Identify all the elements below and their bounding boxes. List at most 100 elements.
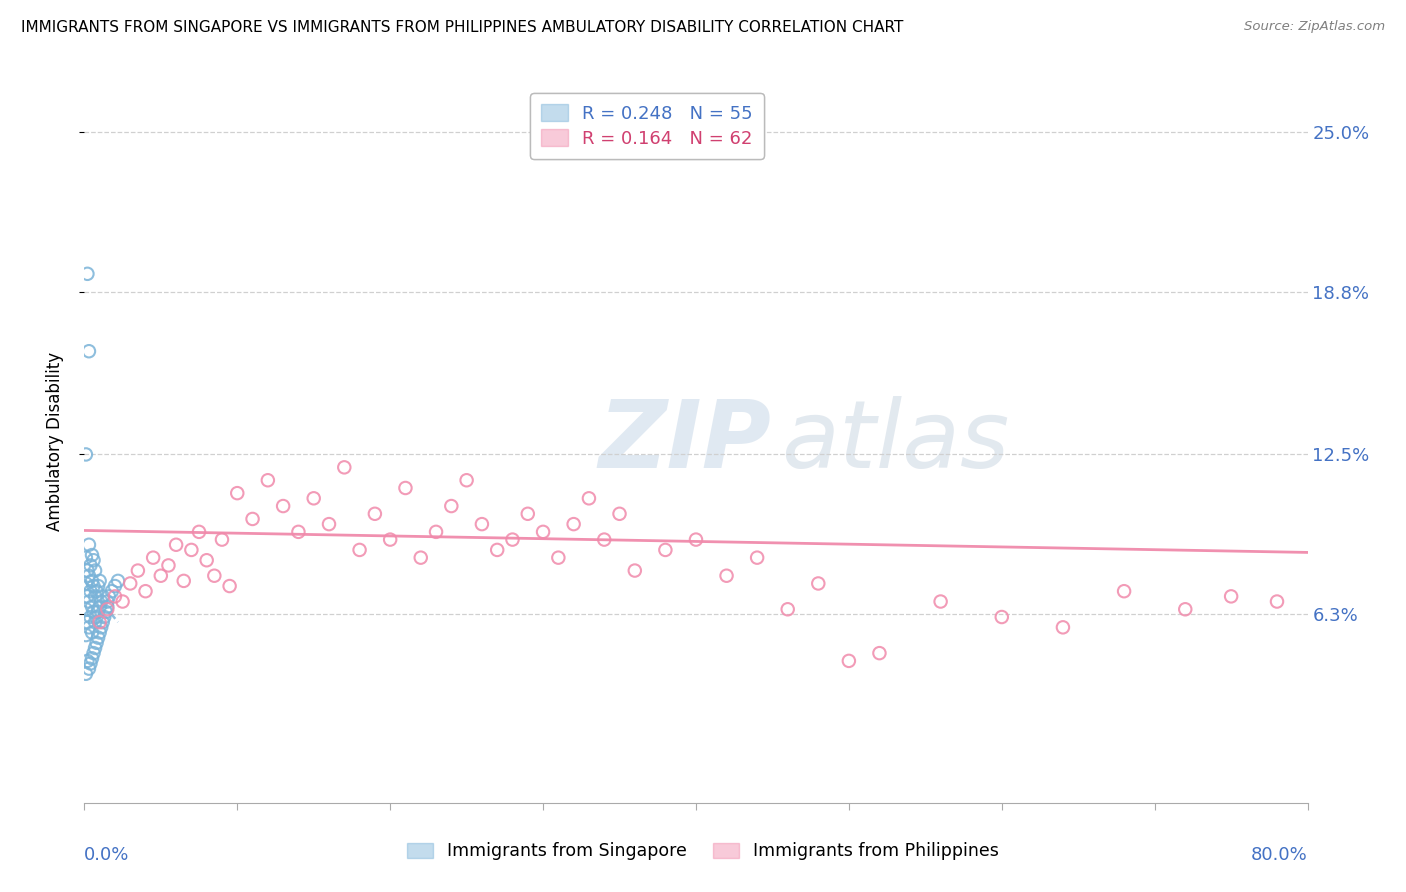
Legend: R = 0.248   N = 55, R = 0.164   N = 62: R = 0.248 N = 55, R = 0.164 N = 62 [530,93,763,159]
Point [77,620,100,634]
Legend: Immigrants from Singapore, Immigrants from Philippines: Immigrants from Singapore, Immigrants fr… [401,836,1005,867]
Point [104,590,127,604]
Point [75,576,97,591]
Point [93,610,115,624]
Point [440,499,463,513]
Point [79,657,101,671]
Point [211,533,233,547]
Point [271,499,294,513]
Point [75,628,97,642]
Point [349,542,371,557]
Point [180,542,202,557]
Point [394,481,416,495]
Point [80,625,103,640]
Point [75,666,97,681]
Point [83,579,105,593]
Point [135,584,157,599]
Point [120,576,142,591]
Point [318,517,340,532]
Point [747,550,769,565]
Point [86,584,108,599]
Point [79,610,101,624]
Point [1220,590,1243,604]
Point [173,574,195,588]
Point [1265,594,1288,608]
Point [91,590,114,604]
Point [471,517,494,532]
Point [76,267,98,281]
Point [188,524,211,539]
Point [302,491,325,506]
Point [578,491,600,506]
Point [107,574,129,588]
Point [89,625,111,640]
Point [79,584,101,599]
Point [838,654,860,668]
Point [609,507,631,521]
Point [593,533,616,547]
Point [333,460,356,475]
Point [807,576,830,591]
Point [77,344,100,359]
Point [531,524,554,539]
Point [87,579,110,593]
Point [516,507,538,521]
Point [202,568,225,582]
Point [76,564,98,578]
Point [91,615,114,630]
Point [80,548,103,562]
Point [89,615,111,630]
Point [75,550,97,565]
Point [287,524,309,539]
Point [486,542,509,557]
Point [77,538,100,552]
Point [242,512,264,526]
Point [76,654,98,668]
Point [89,599,111,614]
Point [1114,584,1136,599]
Point [562,517,585,532]
Text: IMMIGRANTS FROM SINGAPORE VS IMMIGRANTS FROM PHILIPPINES AMBULATORY DISABILITY C: IMMIGRANTS FROM SINGAPORE VS IMMIGRANTS … [21,20,904,35]
Point [77,594,100,608]
Point [84,590,107,604]
Point [425,524,447,539]
Y-axis label: Ambulatory Disability: Ambulatory Disability [45,352,63,531]
Point [685,533,707,547]
Point [84,615,107,630]
Point [104,579,127,593]
Text: 80.0%: 80.0% [1251,847,1308,864]
Point [502,533,524,547]
Point [77,568,100,582]
Point [76,615,98,630]
Point [364,507,387,521]
Point [83,646,105,660]
Point [89,574,111,588]
Point [624,564,647,578]
Point [776,61,799,75]
Point [380,533,402,547]
Point [929,594,952,608]
Point [257,473,280,487]
Point [226,486,249,500]
Point [409,550,432,565]
Point [90,594,112,608]
Point [83,553,105,567]
Point [96,599,118,614]
Point [142,550,165,565]
Point [96,594,118,608]
Text: atlas: atlas [782,396,1010,487]
Point [456,473,478,487]
Point [75,602,97,616]
Point [991,610,1014,624]
Point [75,447,97,461]
Point [80,574,103,588]
Text: ZIP: ZIP [598,395,770,488]
Point [84,564,107,578]
Point [90,620,112,634]
Point [218,579,240,593]
Point [157,558,180,573]
Point [776,602,799,616]
Point [77,662,100,676]
Point [869,646,891,660]
Point [79,558,101,573]
